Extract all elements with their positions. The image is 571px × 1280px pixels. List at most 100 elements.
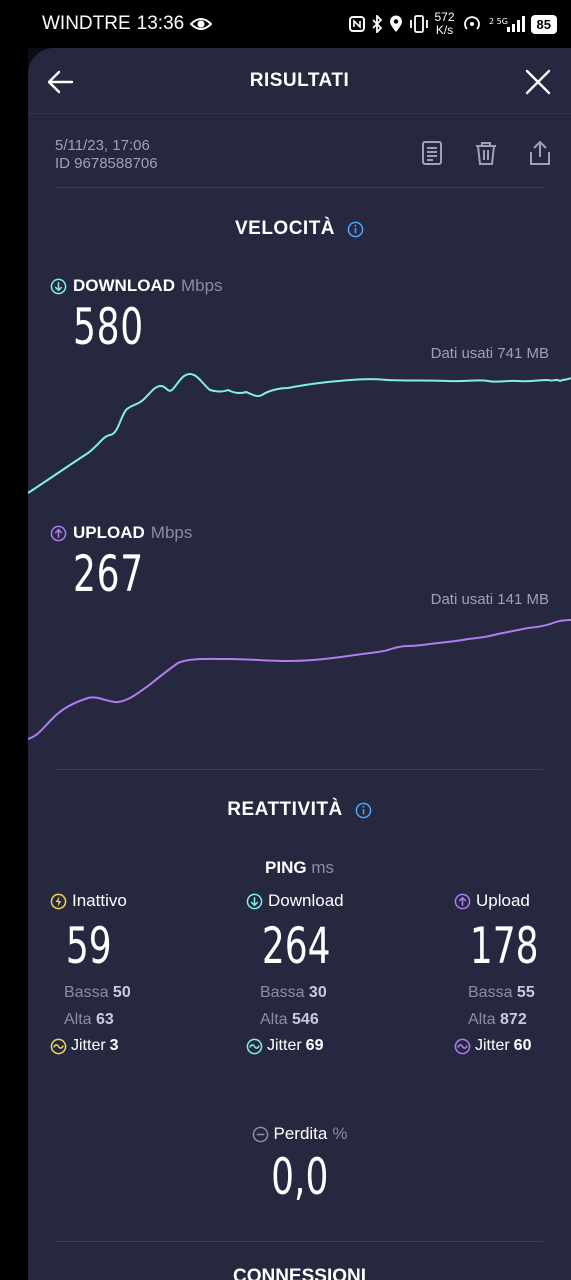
high-value: 546 (292, 1011, 319, 1028)
connections-section-title: CONNESSIONI (28, 1266, 571, 1280)
reactivity-section-title: REATTIVITÀ (28, 799, 571, 821)
high-label: Alta (260, 1011, 288, 1028)
delete-button[interactable] (473, 140, 499, 166)
carrier-name: WINDTRE (42, 13, 131, 34)
share-icon (530, 140, 550, 165)
jitter-label: Jitter (475, 1037, 510, 1054)
share-button[interactable] (527, 140, 553, 166)
info-icon[interactable] (355, 802, 372, 819)
low-value: 30 (308, 984, 327, 1001)
close-icon (525, 69, 551, 95)
speed-section-label: VELOCITÀ (234, 218, 336, 239)
connections-section-label: CONNESSIONI (232, 1266, 367, 1280)
divider (55, 187, 543, 188)
download-value: 580 (73, 298, 144, 356)
ping-upload-column: Upload 178 Bassa 55 Alta 872 Jitter 60 (454, 891, 569, 1055)
svg-text:2 5G: 2 5G (489, 17, 508, 26)
high-value: 63 (96, 1011, 114, 1028)
ping-idle-jitter: Jitter 3 (50, 1037, 210, 1055)
upload-speed-graph (28, 619, 571, 740)
high-label: Alta (64, 1011, 92, 1028)
signal-5g-icon: 2 5G (489, 15, 525, 33)
download-data-used: Dati usati 741 MB (430, 345, 549, 362)
ping-label: PING (265, 858, 307, 877)
ping-download-jitter: Jitter 69 (246, 1037, 406, 1055)
packet-loss-unit: % (332, 1124, 348, 1143)
ping-upload-jitter: Jitter 60 (454, 1037, 569, 1055)
low-label: Bassa (260, 984, 305, 1001)
ping-idle-low: Bassa 50 (50, 981, 210, 1004)
ping-upload-header: Upload (454, 891, 569, 911)
meta-actions (419, 140, 553, 166)
upload-label-text: UPLOAD (73, 523, 145, 542)
close-button[interactable] (523, 67, 553, 97)
back-button[interactable] (46, 67, 76, 97)
packet-loss-icon (252, 1126, 268, 1142)
low-value: 50 (112, 984, 131, 1001)
test-datetime: 5/11/23, 17:06 (55, 137, 150, 154)
jitter-label: Jitter (267, 1037, 302, 1054)
status-bar: WINDTRE 13:36 572 K/s 2 5G 85 (0, 0, 571, 48)
idle-bolt-icon (50, 893, 67, 909)
packet-loss-value: 0,0 (270, 1148, 329, 1206)
ping-unit: ms (311, 858, 334, 877)
jitter-value: 3 (109, 1037, 119, 1054)
background-edge (0, 48, 28, 1280)
ping-download-high: Alta 546 (246, 1008, 406, 1031)
low-label: Bassa (468, 984, 513, 1001)
test-id: ID 9678588706 (55, 155, 158, 172)
download-speed-line (28, 372, 571, 494)
divider (55, 1241, 543, 1242)
low-label: Bassa (64, 984, 109, 1001)
reactivity-section-label: REATTIVITÀ (227, 799, 343, 820)
upload-arrow-icon (50, 525, 67, 541)
jitter-value: 69 (305, 1037, 324, 1054)
low-value: 55 (516, 984, 535, 1001)
hotspot-icon (461, 15, 483, 33)
trash-icon (476, 142, 496, 165)
clock: 13:36 (136, 13, 185, 34)
network-speed-unit: K/s (435, 23, 454, 37)
eye-icon (190, 16, 213, 32)
ping-download-low: Bassa 30 (246, 981, 406, 1004)
jitter-label: Jitter (71, 1037, 106, 1054)
vibrate-icon (409, 15, 429, 33)
ping-idle-value: 59 (65, 917, 112, 975)
upload-value: 267 (73, 545, 144, 603)
ping-idle-high: Alta 63 (50, 1008, 210, 1031)
download-label-text: DOWNLOAD (73, 276, 175, 295)
jitter-value: 60 (513, 1037, 532, 1054)
notes-button[interactable] (419, 140, 445, 166)
ping-title: PING ms (28, 858, 571, 878)
battery-indicator: 85 (530, 14, 557, 34)
test-meta: 5/11/23, 17:06 ID 9678588706 (55, 137, 158, 173)
high-label: Alta (468, 1011, 496, 1028)
nfc-icon (348, 16, 365, 32)
upload-speed-line (28, 619, 571, 740)
upload-arrow-icon (454, 893, 471, 909)
high-value: 872 (500, 1011, 527, 1028)
download-speed-graph (28, 372, 571, 494)
upload-data-used: Dati usati 141 MB (430, 591, 549, 608)
network-speed-value: 572 (434, 10, 455, 24)
jitter-icon (246, 1038, 263, 1054)
download-arrow-icon (246, 893, 263, 909)
ping-download-header: Download (246, 891, 406, 911)
speed-section-title: VELOCITÀ (28, 218, 571, 240)
info-icon[interactable] (347, 221, 364, 238)
ping-upload-label: Upload (476, 891, 530, 910)
arrow-left-icon (47, 70, 74, 94)
download-arrow-icon (50, 278, 67, 294)
packet-loss-header: Perdita % (28, 1124, 571, 1144)
ping-upload-low: Bassa 55 (454, 981, 569, 1004)
download-label: DOWNLOAD Mbps (50, 276, 223, 296)
upload-label: UPLOAD Mbps (50, 523, 192, 543)
ping-idle-label: Inattivo (72, 891, 127, 910)
jitter-icon (454, 1038, 471, 1054)
ping-download-value: 264 (261, 917, 331, 975)
results-card: RISULTATI 5/11/23, 17:06 ID 9678588706 V… (28, 48, 571, 1280)
packet-loss-label: Perdita (273, 1124, 328, 1143)
packet-loss: Perdita % 0,0 (28, 1124, 571, 1206)
location-icon (389, 15, 403, 33)
divider (55, 769, 543, 770)
